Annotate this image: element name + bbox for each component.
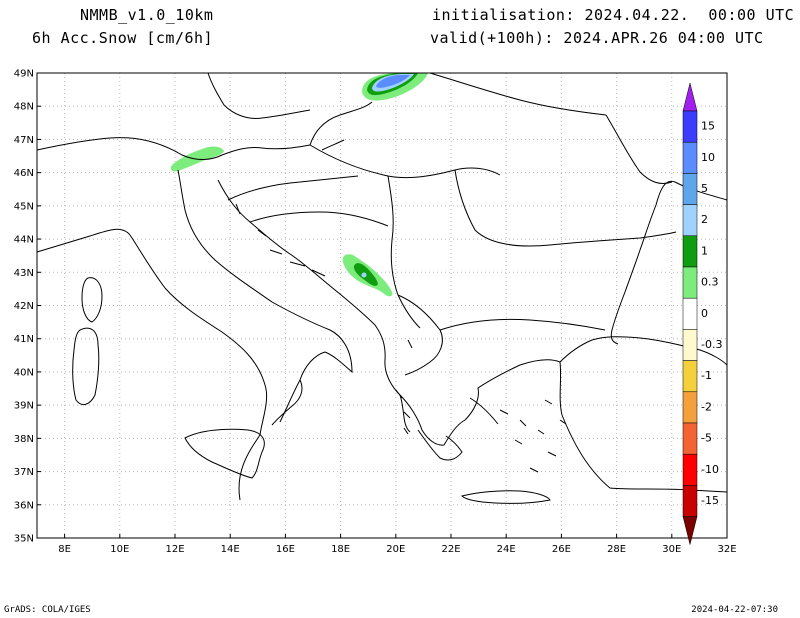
snow-area-montenegro-core: [361, 272, 367, 278]
colorbar-label: 0.3: [701, 276, 719, 289]
lon-label: 18E: [331, 544, 350, 555]
lat-label: 36N: [14, 500, 34, 511]
colorbar-band: [682, 391, 698, 424]
colorbar-band: [682, 110, 698, 143]
lat-label: 40N: [14, 367, 34, 378]
valid-time: valid(+100h): 2024.APR.26 04:00 UTC: [430, 29, 764, 47]
lat-label: 46N: [14, 168, 34, 179]
border-macedonia: [397, 294, 443, 376]
lon-label: 26E: [552, 544, 571, 555]
lat-label: 43N: [14, 268, 34, 279]
coast-turkey: [559, 336, 728, 366]
coast-corsica: [81, 277, 103, 323]
border-bosnia: [249, 211, 389, 227]
colorbar-band: [682, 266, 698, 299]
variable-title: 6h Acc.Snow [cm/6h]: [32, 29, 214, 47]
lat-label: 37N: [14, 467, 34, 478]
islands-aegean: [499, 399, 567, 473]
lake-balaton: [321, 139, 345, 151]
coast-italy-east: [177, 169, 353, 423]
model-title: NMMB_v1.0_10km: [80, 6, 214, 24]
colorbar-label: 0: [701, 307, 708, 320]
lat-label: 38N: [14, 434, 34, 445]
lat-label: 44N: [14, 235, 34, 246]
lat-label: 41N: [14, 334, 34, 345]
colorbar-label: 15: [701, 120, 715, 133]
colorbar-band: [682, 173, 698, 205]
coast-black-sea: [610, 180, 728, 345]
border-alps: [36, 137, 311, 160]
coast-sicily: [184, 428, 265, 479]
colorbar-label: 2: [701, 213, 708, 226]
coast-italy-west: [36, 228, 268, 501]
border-north: [207, 72, 311, 119]
lat-label: 45N: [14, 201, 34, 212]
coast-turkey-west: [559, 361, 728, 493]
colorbar-band: [682, 297, 698, 330]
islands-ionian: [395, 389, 411, 435]
colorbar-band: [682, 235, 698, 268]
coast-sardinia: [72, 327, 100, 406]
colorbar-band: [682, 141, 698, 174]
lon-label: 14E: [221, 544, 240, 555]
border-romania-north: [429, 72, 607, 116]
colorbar-labels: 15 10 5 2 1 0.3 0 -0.3 -1 -2 -5 -10 -15: [701, 120, 722, 507]
lon-label: 24E: [497, 544, 516, 555]
lon-label: 32E: [717, 544, 736, 555]
colorbar-band: [682, 485, 698, 517]
lon-label: 12E: [165, 544, 184, 555]
map-lines: [36, 72, 728, 504]
snow-area-slovakia-blue: [376, 75, 410, 88]
border-bulgaria-south: [439, 318, 606, 331]
lon-label: 8E: [58, 544, 71, 555]
footer-left: GrADS: COLA/IGES: [4, 605, 91, 615]
lon-label: 20E: [386, 544, 405, 555]
islands-dalmatia: [235, 203, 326, 277]
lon-axis-labels: 8E 10E 12E 14E 16E 18E 20E 22E 24E 26E 28E 30E 32E: [58, 534, 737, 555]
coast-peloponnese: [417, 429, 463, 461]
coast-crete: [461, 490, 551, 504]
footer-right: 2024-04-22-07:30: [691, 605, 778, 615]
colorbar-label: 10: [701, 151, 715, 164]
coast-greece: [399, 359, 561, 446]
border-danube: [454, 169, 677, 247]
border-croatia: [227, 175, 359, 201]
lon-label: 22E: [441, 544, 460, 555]
border-serbia: [387, 175, 421, 329]
colorbar: [682, 82, 698, 545]
lat-label: 48N: [14, 102, 34, 113]
lat-axis-labels: 49N 48N 47N 46N 45N 44N 43N 42N 41N 40N 39N 38N 37N 3…: [14, 69, 41, 545]
colorbar-label: -5: [701, 432, 712, 445]
colorbar-label: 5: [701, 182, 708, 195]
colorbar-band: [682, 360, 698, 393]
lat-label: 47N: [14, 135, 34, 146]
lon-label: 16E: [276, 544, 295, 555]
lat-label: 39N: [14, 401, 34, 412]
border-romania-east: [605, 114, 673, 185]
colorbar-label: -15: [701, 494, 719, 507]
colorbar-label: -2: [701, 400, 712, 413]
lat-label: 35N: [14, 534, 34, 545]
colorbar-label: -1: [701, 369, 712, 382]
colorbar-label: 1: [701, 244, 708, 257]
island-euboea: [469, 397, 499, 425]
lat-label: 49N: [14, 69, 34, 80]
lat-label: 42N: [14, 301, 34, 312]
lon-label: 30E: [662, 544, 681, 555]
colorbar-band: [682, 204, 698, 237]
border-austria-czech: [309, 101, 373, 146]
colorbar-label: -0.3: [701, 338, 722, 351]
lon-label: 28E: [607, 544, 626, 555]
lon-label: 10E: [110, 544, 129, 555]
colorbar-band: [682, 329, 698, 361]
coast-italy-heel: [271, 379, 303, 426]
colorbar-band: [682, 453, 698, 486]
border-hungary: [309, 144, 501, 179]
colorbar-band: [682, 422, 698, 455]
colorbar-label: -10: [701, 463, 719, 476]
colorbar-bottom-arrow: [682, 516, 698, 545]
init-time: initialisation: 2024.04.22. 00:00 UTC: [432, 6, 795, 24]
lake-ohrid: [407, 339, 413, 349]
